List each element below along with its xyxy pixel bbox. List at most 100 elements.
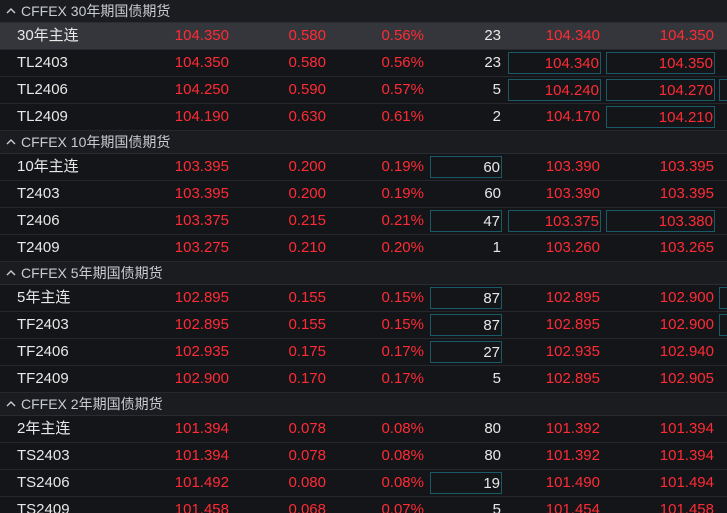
table-row[interactable]: T2409 103.275 0.210 0.20% 1 103.260 103.…	[0, 235, 727, 262]
ask-price: 102.900	[659, 316, 714, 333]
table-row[interactable]: TL2406 104.250 0.590 0.57% 5 104.240 104…	[0, 77, 727, 104]
change-percent: 0.19%	[381, 158, 424, 175]
ask-price: 104.350	[606, 52, 715, 74]
last-price: 103.395	[174, 185, 229, 202]
chevron-up-icon[interactable]	[6, 268, 16, 278]
bid-price: 103.260	[545, 239, 600, 256]
price-change: 0.580	[288, 27, 326, 44]
change-percent: 0.17%	[381, 370, 424, 387]
group-header-10y[interactable]: CFFEX 10年期国债期货	[0, 131, 727, 154]
table-row[interactable]: T2406 103.375 0.215 0.21% 47 103.375 103…	[0, 208, 727, 235]
volume: 5	[492, 370, 501, 387]
bid-price: 102.895	[545, 316, 600, 333]
group-title: CFFEX 30年期国债期货	[21, 3, 171, 19]
last-price: 103.275	[174, 239, 229, 256]
volume: 87	[430, 287, 502, 309]
contract-name: 30年主连	[17, 27, 79, 44]
price-change: 0.175	[288, 343, 326, 360]
ask-price: 102.905	[659, 370, 714, 387]
volume: 23	[484, 54, 501, 71]
last-price: 101.458	[174, 501, 229, 513]
table-row[interactable]: 10年主连 103.395 0.200 0.19% 60 103.390 103…	[0, 154, 727, 181]
group-title: CFFEX 2年期国债期货	[21, 396, 163, 412]
volume: 60	[484, 185, 501, 202]
price-change: 0.155	[288, 316, 326, 333]
contract-name: 10年主连	[17, 158, 79, 175]
ask-price: 102.940	[659, 343, 714, 360]
change-percent: 0.61%	[381, 108, 424, 125]
price-change: 0.078	[288, 420, 326, 437]
contract-name: TF2406	[17, 343, 69, 360]
change-percent: 0.15%	[381, 289, 424, 306]
last-price: 102.900	[174, 370, 229, 387]
last-price: 104.250	[174, 81, 229, 98]
change-percent: 0.08%	[381, 474, 424, 491]
contract-name: TS2406	[17, 474, 70, 491]
price-change: 0.155	[288, 289, 326, 306]
change-percent: 0.19%	[381, 185, 424, 202]
table-row[interactable]: TF2409 102.900 0.170 0.17% 5 102.895 102…	[0, 366, 727, 393]
ask-price: 104.270	[606, 79, 715, 101]
bid-price: 104.340	[545, 27, 600, 44]
contract-name: TL2403	[17, 54, 68, 71]
contract-name: TF2409	[17, 370, 69, 387]
volume: 2	[492, 108, 501, 125]
chevron-up-icon[interactable]	[6, 137, 16, 147]
bid-price: 101.392	[545, 447, 600, 464]
table-row[interactable]: TS2406 101.492 0.080 0.08% 19 101.490 10…	[0, 470, 727, 497]
change-percent: 0.56%	[381, 54, 424, 71]
change-percent: 0.57%	[381, 81, 424, 98]
contract-name: T2409	[17, 239, 60, 256]
table-row[interactable]: 2年主连 101.394 0.078 0.08% 80 101.392 101.…	[0, 416, 727, 443]
volume: 47	[430, 210, 502, 232]
last-price: 103.395	[174, 158, 229, 175]
price-change: 0.215	[288, 212, 326, 229]
ask-price: 101.394	[659, 447, 714, 464]
volume: 5	[492, 81, 501, 98]
price-change: 0.080	[288, 474, 326, 491]
table-row[interactable]: TL2409 104.190 0.630 0.61% 2 104.170 104…	[0, 104, 727, 131]
bid-price: 101.454	[545, 501, 600, 513]
chevron-up-icon[interactable]	[6, 6, 16, 16]
volume: 80	[484, 447, 501, 464]
contract-name: TL2406	[17, 81, 68, 98]
last-price: 101.394	[174, 447, 229, 464]
chevron-up-icon[interactable]	[6, 399, 16, 409]
price-change: 0.200	[288, 158, 326, 175]
volume: 60	[430, 156, 502, 178]
volume: 19	[430, 472, 502, 494]
bid-price: 104.340	[508, 52, 601, 74]
table-row[interactable]: 5年主连 102.895 0.155 0.15% 87 102.895 102.…	[0, 285, 727, 312]
next-column-cell	[719, 314, 727, 336]
table-row[interactable]: TS2403 101.394 0.078 0.08% 80 101.392 10…	[0, 443, 727, 470]
contract-name: T2403	[17, 185, 60, 202]
bid-price: 104.240	[508, 79, 601, 101]
table-row[interactable]: TF2406 102.935 0.175 0.17% 27 102.935 10…	[0, 339, 727, 366]
group-header-30y[interactable]: CFFEX 30年期国债期货	[0, 0, 727, 23]
ask-price: 101.394	[659, 420, 714, 437]
last-price: 104.190	[174, 108, 229, 125]
last-price: 102.895	[174, 316, 229, 333]
table-row[interactable]: 30年主连 104.350 0.580 0.56% 23 104.340 104…	[0, 23, 727, 50]
price-change: 0.630	[288, 108, 326, 125]
volume: 23	[484, 27, 501, 44]
table-row[interactable]: TS2409 101.458 0.068 0.07% 5 101.454 101…	[0, 497, 727, 513]
price-change: 0.078	[288, 447, 326, 464]
group-header-5y[interactable]: CFFEX 5年期国债期货	[0, 262, 727, 285]
ask-price: 103.265	[659, 239, 714, 256]
last-price: 104.350	[174, 54, 229, 71]
change-percent: 0.20%	[381, 239, 424, 256]
group-header-2y[interactable]: CFFEX 2年期国债期货	[0, 393, 727, 416]
contract-name: 2年主连	[17, 420, 71, 437]
bid-price: 101.490	[545, 474, 600, 491]
change-percent: 0.08%	[381, 447, 424, 464]
table-row[interactable]: TL2403 104.350 0.580 0.56% 23 104.340 10…	[0, 50, 727, 77]
contract-name: 5年主连	[17, 289, 71, 306]
bid-price: 103.390	[545, 185, 600, 202]
bid-price: 103.375	[508, 210, 601, 232]
table-row[interactable]: T2403 103.395 0.200 0.19% 60 103.390 103…	[0, 181, 727, 208]
contract-name: TL2409	[17, 108, 68, 125]
last-price: 103.375	[174, 212, 229, 229]
table-row[interactable]: TF2403 102.895 0.155 0.15% 87 102.895 10…	[0, 312, 727, 339]
